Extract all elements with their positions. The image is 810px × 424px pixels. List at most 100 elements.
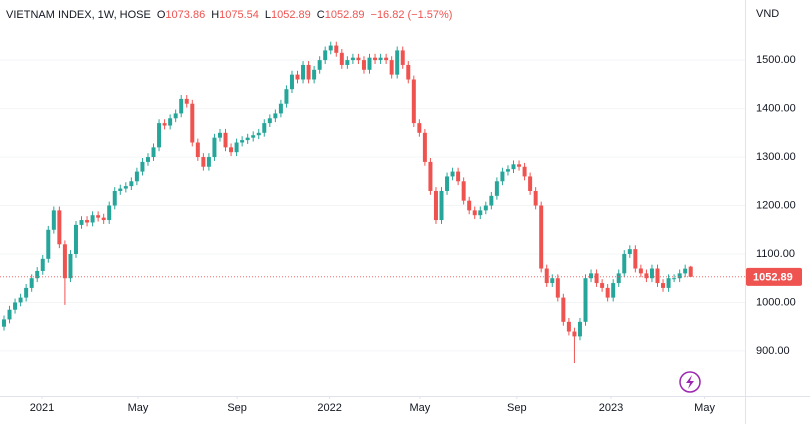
candle-body: [539, 205, 544, 269]
candle-body: [284, 89, 289, 104]
candle-body: [577, 321, 582, 337]
candle-body: [566, 321, 571, 332]
candle-body: [85, 220, 90, 223]
candle-body: [35, 270, 40, 279]
candle-body: [400, 50, 405, 65]
ohlc-prefix: C: [317, 9, 325, 21]
candle-body: [168, 118, 173, 126]
candle-body: [68, 253, 73, 279]
candle-body: [489, 195, 494, 206]
ohlc-prefix: O: [157, 9, 166, 21]
change: −16.82 (−1.57%): [371, 9, 453, 21]
y-tick-label: 900.00: [756, 345, 790, 357]
candle-body: [173, 113, 178, 119]
candle-body: [328, 45, 333, 51]
candle-body: [29, 278, 34, 288]
candle-body: [134, 171, 139, 182]
candle-body: [217, 132, 222, 138]
candle-body: [572, 331, 577, 337]
candle-body: [334, 45, 339, 53]
candle-body: [533, 190, 538, 206]
y-tick-label: 1200.00: [756, 199, 796, 211]
candle-body: [118, 188, 123, 191]
candle-body: [511, 164, 516, 170]
candle-body: [638, 268, 643, 274]
y-tick-label: 1100.00: [756, 248, 795, 260]
unit-label: VND: [756, 8, 779, 20]
candle-body: [256, 132, 261, 136]
candle-body: [278, 103, 283, 114]
candle-body: [162, 123, 167, 126]
candle-body: [550, 278, 555, 284]
candle-body: [18, 297, 23, 303]
candle-body: [611, 283, 616, 298]
y-tick-label: 1300.00: [756, 151, 796, 163]
candle-body: [411, 79, 416, 124]
ohlc-prefix: H: [211, 9, 219, 21]
candle-body: [195, 142, 200, 158]
candle-body: [505, 169, 510, 172]
candle-body: [306, 64, 311, 80]
candle-body: [472, 210, 477, 216]
candle-body: [90, 215, 95, 223]
candle-body: [251, 135, 256, 138]
candle-body: [561, 297, 566, 322]
candle-body: [622, 253, 627, 274]
candle-body: [350, 57, 355, 61]
candle-body: [73, 224, 78, 254]
candle-body: [262, 123, 267, 133]
candle-body: [312, 69, 317, 80]
y-tick-label: 1500.00: [756, 54, 796, 66]
candle-body: [373, 57, 378, 61]
candle-body: [672, 278, 677, 280]
candle-body: [101, 217, 106, 221]
ohlc-value: 1052.89: [325, 9, 365, 21]
candle-body: [1, 319, 6, 327]
candle-body: [450, 171, 455, 177]
candle-body: [655, 268, 660, 284]
candle-body: [517, 164, 522, 167]
candle-body: [456, 171, 461, 182]
candle-body: [389, 60, 394, 75]
candle-body: [428, 161, 433, 191]
candle-body: [361, 60, 366, 70]
candle-body: [666, 278, 671, 288]
candle-body: [240, 140, 245, 143]
candle-body: [478, 210, 483, 216]
candle-body: [62, 244, 67, 279]
candle-body: [483, 205, 488, 211]
ohlc-value: 1075.54: [219, 9, 259, 21]
candle-body: [40, 258, 45, 271]
x-tick-label: Sep: [507, 402, 527, 414]
candle-body: [616, 273, 621, 284]
candle-body: [179, 98, 184, 114]
candle-body: [395, 50, 400, 75]
candle-body: [51, 210, 56, 230]
last-price-box: [746, 267, 802, 286]
candle-body: [649, 268, 654, 279]
ohlc-value: 1052.89: [271, 9, 311, 21]
candle-body: [461, 181, 466, 201]
candle-body: [267, 118, 272, 124]
candle-body: [600, 283, 605, 288]
legend-text: VIETNAM INDEX, 1W, HOSE O1073.86 H1075.54 L…: [6, 9, 452, 21]
candle-body: [190, 103, 195, 143]
candle-body: [140, 161, 145, 172]
candle-body: [356, 57, 361, 61]
candle-body: [417, 123, 422, 133]
icon-bolt[interactable]: [686, 375, 694, 389]
candle-body: [206, 157, 211, 167]
candle-body: [605, 287, 610, 298]
lightning-icon[interactable]: [679, 371, 701, 393]
candle-body: [555, 278, 560, 298]
candle-body: [184, 98, 189, 104]
candle-body: [522, 166, 527, 177]
candle-body: [7, 309, 12, 320]
candle-body: [439, 190, 444, 221]
candle-body: [157, 123, 162, 148]
candle-body: [13, 302, 18, 310]
candle-body: [229, 147, 234, 153]
candle-body: [151, 147, 156, 158]
